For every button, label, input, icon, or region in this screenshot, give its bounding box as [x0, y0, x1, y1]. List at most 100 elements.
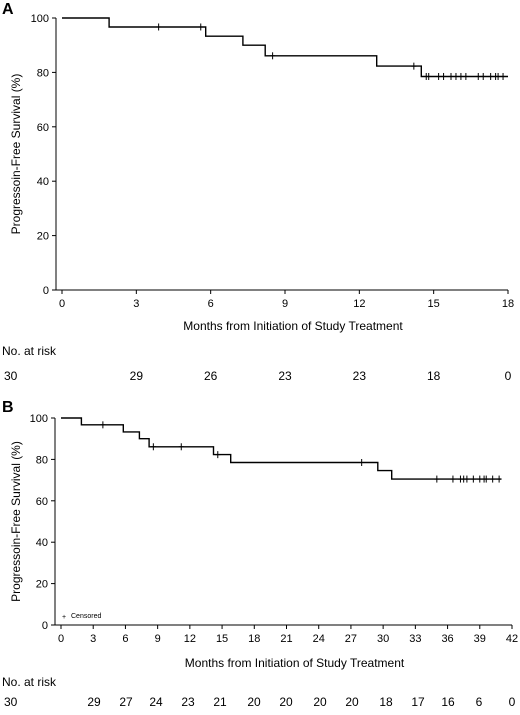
y-tick-label: 20: [37, 231, 49, 243]
x-tick-label: 0: [58, 633, 64, 645]
x-tick-label: 6: [208, 298, 214, 310]
legend-label: Censored: [71, 613, 101, 620]
censor-mark: [215, 451, 221, 459]
risk-value: 0: [505, 369, 512, 383]
x-tick-label: 30: [377, 633, 389, 645]
x-tick-label: 6: [122, 633, 128, 645]
panel-label: B: [2, 399, 14, 416]
x-tick-label: 39: [474, 633, 486, 645]
risk-value: 23: [353, 369, 367, 383]
y-axis-title: Progressoin-Free Survival (%): [9, 74, 23, 235]
risk-value: 27: [119, 695, 133, 709]
x-tick-label: 42: [506, 633, 518, 645]
risk-value: 29: [130, 369, 144, 383]
censor-mark: [458, 72, 464, 80]
censor-mark: [495, 72, 501, 80]
x-axis-title: Months from Initiation of Study Treatmen…: [185, 656, 405, 670]
y-tick-label: 40: [37, 176, 49, 188]
y-tick-label: 60: [37, 122, 49, 134]
survival-curve: [61, 417, 502, 480]
risk-value: 23: [278, 369, 292, 383]
y-tick-label: 80: [36, 454, 48, 466]
risk-value: 30: [4, 695, 18, 709]
y-tick-label: 0: [42, 620, 48, 632]
censor-mark: [475, 72, 481, 80]
y-axis-title: Progressoin-Free Survival (%): [9, 441, 23, 602]
censor-mark: [270, 52, 276, 60]
x-tick-label: 27: [345, 633, 357, 645]
censor-mark: [470, 475, 476, 483]
x-tick-label: 12: [184, 633, 196, 645]
censor-mark: [496, 475, 502, 483]
x-tick-label: 0: [59, 298, 65, 310]
censor-mark: [480, 72, 486, 80]
y-tick-label: 0: [43, 285, 49, 297]
km-panel-a: A 0 20 40 60 80 100 0 3 6 9 12 15 18 Progressoin-Free …: [2, 1, 514, 383]
censor-mark: [100, 421, 106, 429]
censor-mark: [488, 72, 494, 80]
risk-value: 24: [149, 695, 163, 709]
risk-value: 20: [345, 695, 359, 709]
y-tick-label: 80: [37, 67, 49, 79]
risk-value: 20: [247, 695, 261, 709]
censor-mark: [448, 72, 454, 80]
risk-value: 18: [379, 695, 393, 709]
censor-mark: [426, 72, 432, 80]
risk-value: 17: [411, 695, 425, 709]
x-tick-label: 24: [313, 633, 325, 645]
censor-mark: [463, 72, 469, 80]
y-tick-label: 100: [31, 13, 49, 25]
survival-curve: [62, 17, 508, 78]
risk-value: 0: [509, 695, 516, 709]
legend: + Censored: [62, 613, 101, 621]
censor-mark: [477, 475, 483, 483]
y-tick-label: 60: [36, 496, 48, 508]
x-tick-label: 9: [155, 633, 161, 645]
risk-value: 18: [427, 369, 441, 383]
risk-value: 6: [476, 695, 483, 709]
censor-mark: [359, 459, 365, 467]
censor-mark: [490, 475, 496, 483]
x-tick-label: 36: [441, 633, 453, 645]
censor-mark: [453, 72, 459, 80]
x-axis-title: Months from Initiation of Study Treatmen…: [183, 319, 403, 333]
risk-value: 20: [313, 695, 327, 709]
censor-mark: [464, 475, 470, 483]
censor-mark: [178, 443, 184, 451]
x-tick-label: 9: [282, 298, 288, 310]
risk-value: 21: [213, 695, 227, 709]
censor-mark: [150, 443, 156, 451]
censor-mark: [483, 475, 489, 483]
y-tick-label: 40: [36, 537, 48, 549]
x-tick-label: 15: [428, 298, 440, 310]
risk-value: 23: [181, 695, 195, 709]
risk-value: 16: [441, 695, 455, 709]
risk-table-heading: No. at risk: [2, 344, 57, 358]
censor-mark: [441, 72, 447, 80]
legend-symbol: +: [62, 614, 66, 621]
x-tick-label: 3: [133, 298, 139, 310]
y-tick-label: 100: [30, 413, 48, 425]
censor-mark: [436, 72, 442, 80]
panel-label: A: [2, 1, 14, 18]
censor-mark: [434, 475, 440, 483]
x-tick-label: 18: [248, 633, 260, 645]
risk-value: 20: [279, 695, 293, 709]
x-tick-label: 18: [502, 298, 514, 310]
censor-mark: [450, 475, 456, 483]
censor-mark: [198, 23, 204, 31]
x-tick-label: 12: [353, 298, 365, 310]
censor-mark: [500, 72, 506, 80]
x-tick-label: 15: [216, 633, 228, 645]
risk-value: 26: [204, 369, 218, 383]
x-tick-label: 21: [280, 633, 292, 645]
risk-value: 29: [87, 695, 101, 709]
x-tick-label: 33: [409, 633, 421, 645]
risk-table-heading: No. at risk: [2, 675, 57, 689]
risk-value: 30: [4, 369, 18, 383]
censor-mark: [411, 62, 417, 70]
censor-mark: [156, 23, 162, 31]
